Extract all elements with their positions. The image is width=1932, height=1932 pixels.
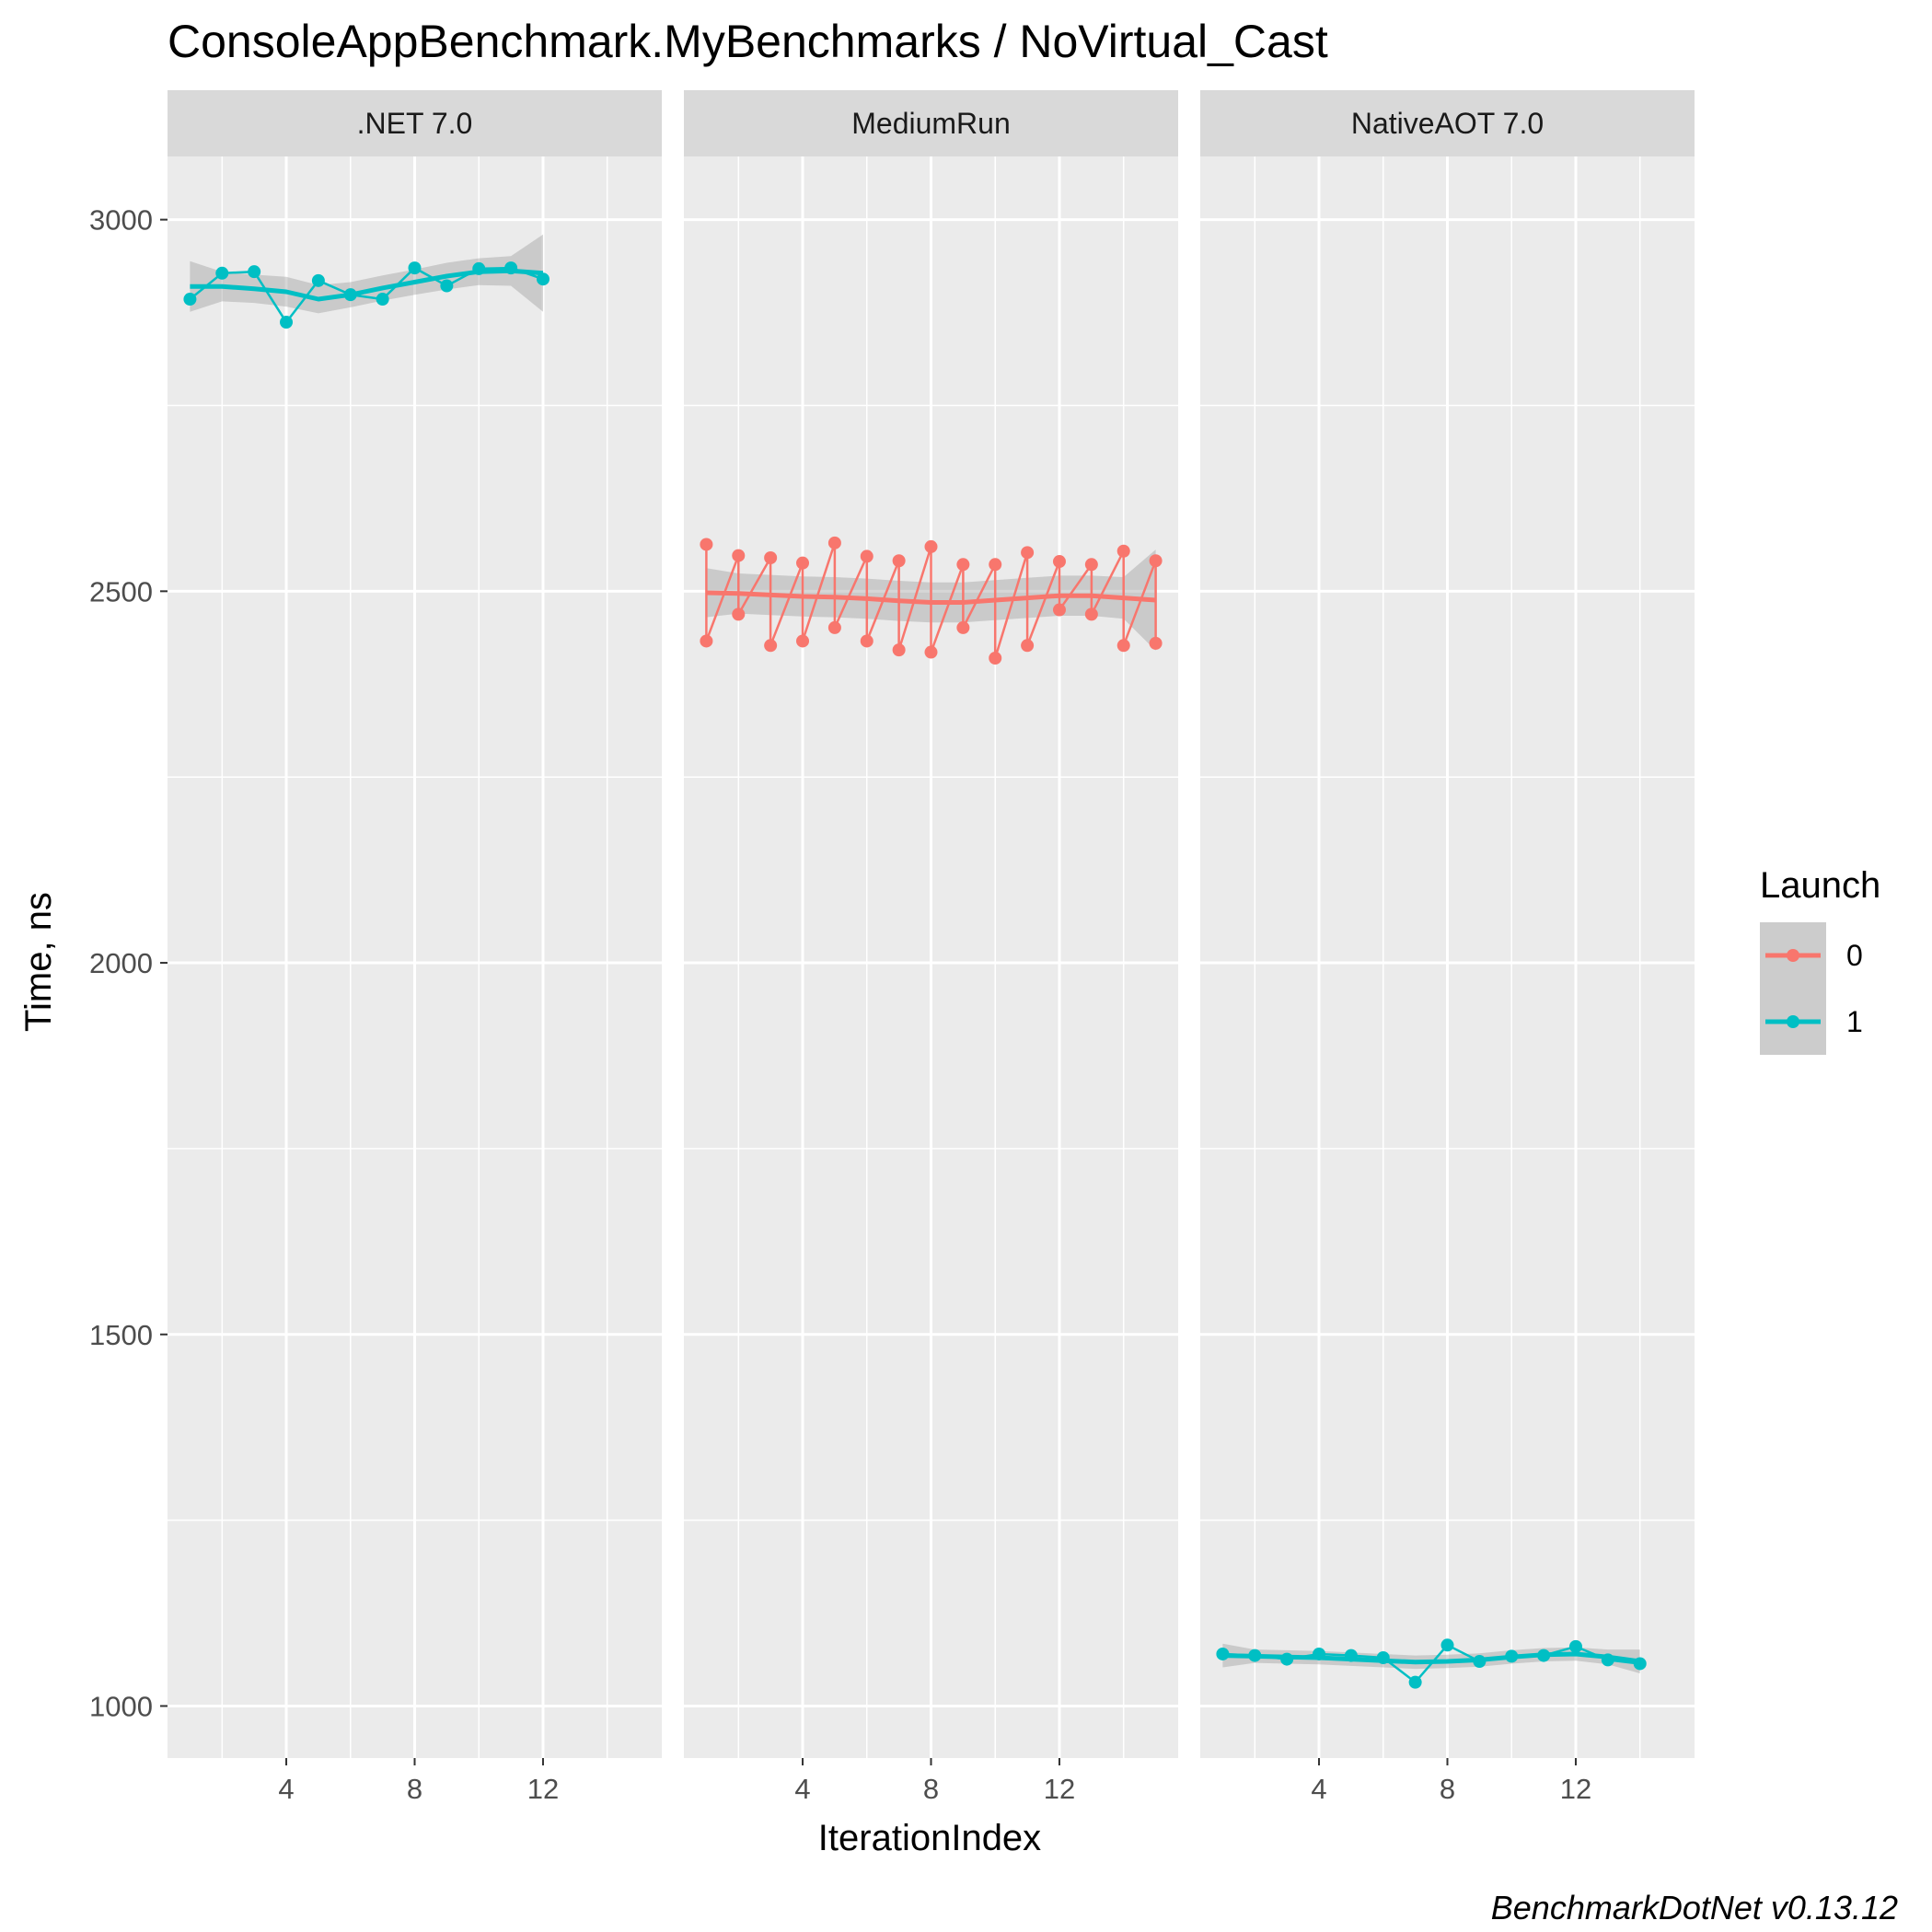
data-point: [860, 634, 873, 648]
data-point: [827, 620, 841, 634]
data-point: [1568, 1639, 1582, 1653]
data-point: [215, 266, 229, 280]
legend-label: 0: [1846, 939, 1863, 972]
data-point: [989, 558, 1002, 572]
data-point: [248, 265, 261, 279]
data-point: [700, 634, 713, 648]
confidence-band: [1222, 1643, 1640, 1673]
data-point: [1537, 1649, 1551, 1662]
data-point: [376, 293, 389, 307]
x-tick-label: 8: [407, 1773, 422, 1805]
data-point: [343, 288, 357, 302]
data-point: [700, 538, 713, 551]
data-point: [956, 620, 970, 634]
data-point: [1116, 544, 1130, 558]
data-point: [796, 556, 810, 570]
data-point: [1344, 1649, 1358, 1662]
x-tick-label: 12: [1044, 1773, 1075, 1805]
data-point: [1052, 603, 1066, 617]
caption: BenchmarkDotNet v0.13.12: [1491, 1889, 1898, 1926]
data-point: [440, 279, 454, 293]
strip-label: NativeAOT 7.0: [1351, 107, 1544, 140]
strip-background: [168, 90, 662, 156]
data-point: [1408, 1675, 1422, 1689]
data-point: [732, 607, 746, 621]
data-point: [1084, 607, 1098, 621]
facet-panels: .NET 7.0 4 8 12 MediumRun 4 8 12 NativeAOT 7.0 4 8…: [168, 90, 1695, 1805]
data-point: [1149, 636, 1163, 650]
legend-label: 1: [1846, 1005, 1863, 1038]
y-axis-title: Time, ns: [18, 892, 59, 1032]
strip-label: MediumRun: [851, 107, 1011, 140]
data-point: [1505, 1649, 1519, 1663]
strip-label: .NET 7.0: [357, 107, 473, 140]
chart-title: ConsoleAppBenchmark.MyBenchmarks / NoVir…: [168, 16, 1328, 67]
data-point: [1216, 1647, 1230, 1660]
y-tick-label: 1000: [89, 1690, 153, 1722]
data-point: [1021, 546, 1035, 560]
data-point: [892, 554, 906, 568]
data-point: [827, 536, 841, 550]
data-point: [408, 261, 422, 275]
confidence-band: [190, 234, 543, 314]
data-point: [1084, 558, 1098, 572]
data-point: [1633, 1657, 1647, 1671]
data-point: [1149, 554, 1163, 568]
x-tick-label: 12: [527, 1773, 559, 1805]
data-point: [764, 639, 778, 653]
data-point: [1601, 1653, 1614, 1667]
data-point: [1116, 639, 1130, 653]
x-axis-title: IterationIndex: [818, 1818, 1041, 1858]
data-point: [956, 558, 970, 572]
data-point: [924, 539, 938, 553]
legend-key-point: [1787, 949, 1799, 962]
x-tick-label: 8: [923, 1773, 939, 1805]
data-point: [989, 652, 1002, 665]
data-point: [796, 634, 810, 648]
data-point: [1313, 1647, 1326, 1660]
legend-key-point: [1787, 1015, 1799, 1028]
y-tick-label: 2000: [89, 947, 153, 979]
y-axis: 1000 1500 2000 2500 3000: [89, 204, 168, 1722]
panel-1: MediumRun 4 8 12: [684, 90, 1178, 1805]
data-point: [504, 261, 518, 275]
data-point: [536, 272, 550, 286]
panel-0: .NET 7.0 4 8 12: [168, 90, 662, 1805]
data-point: [1280, 1652, 1294, 1666]
x-tick-label: 4: [794, 1773, 810, 1805]
strip-background: [1200, 90, 1695, 156]
data-point: [311, 273, 325, 287]
y-tick-label: 3000: [89, 204, 153, 237]
data-point: [732, 549, 746, 562]
y-tick-label: 2500: [89, 575, 153, 607]
data-point: [1440, 1638, 1454, 1652]
data-point: [472, 261, 486, 275]
strip-background: [684, 90, 1178, 156]
panel-2: NativeAOT 7.0 4 8 12: [1200, 90, 1695, 1805]
data-point: [764, 551, 778, 565]
data-point: [892, 643, 906, 657]
data-point: [860, 550, 873, 563]
x-tick-label: 4: [1311, 1773, 1326, 1805]
data-point: [1248, 1649, 1262, 1662]
data-point: [1473, 1655, 1487, 1669]
smooth-line-launch-0: [706, 590, 1156, 605]
legend-title: Launch: [1760, 865, 1880, 906]
legend: Launch 0 1: [1760, 865, 1880, 1055]
x-tick-label: 8: [1440, 1773, 1455, 1805]
x-tick-label: 12: [1560, 1773, 1591, 1805]
data-point: [1376, 1650, 1390, 1664]
data-point: [924, 645, 938, 659]
data-point: [1052, 555, 1066, 569]
y-tick-label: 1500: [89, 1319, 153, 1351]
x-tick-label: 4: [278, 1773, 294, 1805]
data-point: [280, 316, 294, 330]
data-point: [183, 293, 197, 307]
series-line-launch-0: [705, 542, 1157, 659]
data-point: [1021, 639, 1035, 653]
